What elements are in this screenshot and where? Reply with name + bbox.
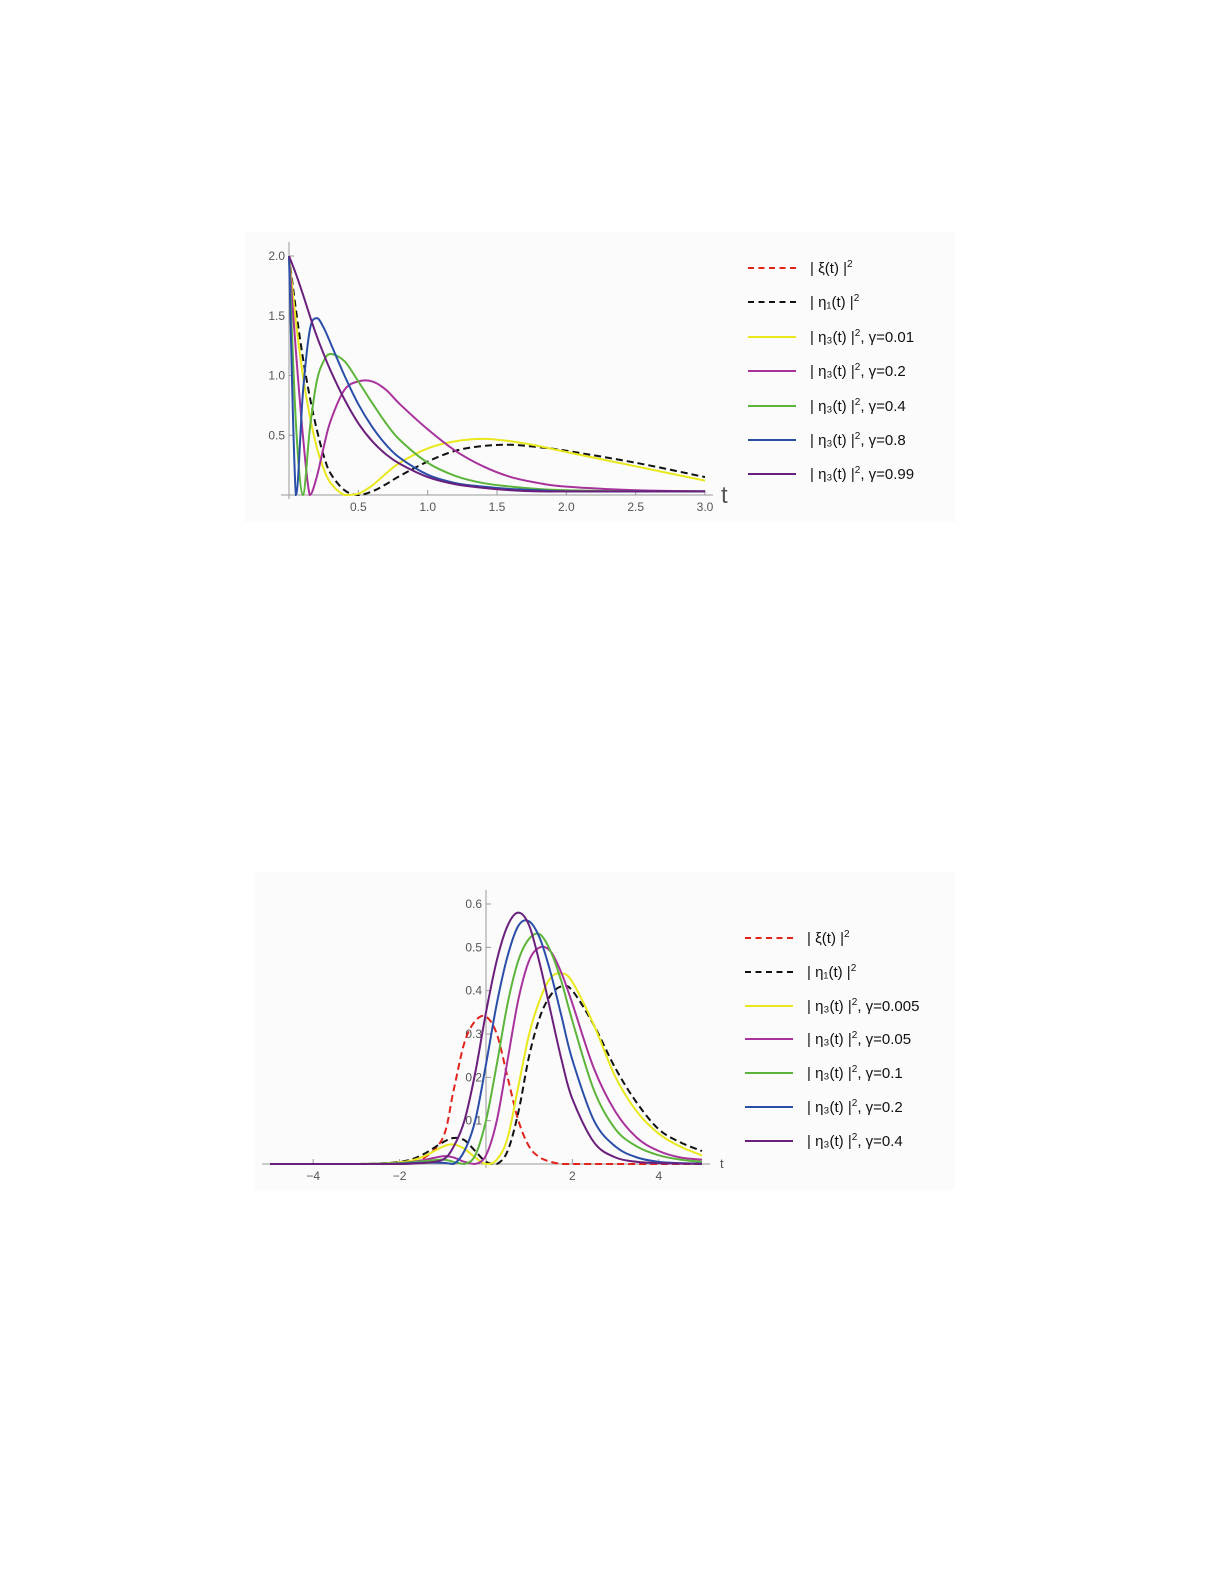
legend-item: | η₃(t) |2, γ=0.2 [745,1097,903,1117]
y-tick-label: 0.5 [268,428,285,442]
legend-item: | η₃(t) |2, γ=0.1 [745,1063,903,1083]
legend-swatch-yellow [745,1005,793,1007]
x-tick-label: 2.0 [558,500,575,514]
series-line [269,984,703,1166]
figure-1-panel [245,232,955,522]
legend-swatch-green [748,405,796,407]
x-axis-label: t [721,482,728,509]
y-tick-label: 2.0 [268,249,285,263]
series-line [288,255,706,497]
legend-swatch-magenta [745,1038,793,1040]
x-tick-label: −4 [306,1169,320,1183]
x-tick-label: 1.5 [489,500,506,514]
legend-item: | ξ(t) |2 [748,258,853,278]
x-tick-label: 1.0 [419,500,436,514]
legend-swatch-black-dashed [748,301,796,303]
legend-item: | η₃(t) |2, γ=0.05 [745,1029,911,1049]
legend-item: | η₁(t) |2 [745,962,856,982]
legend-item: | η₃(t) |2, γ=0.4 [748,396,906,416]
legend-swatch-blue [748,439,796,441]
legend-item: | η₃(t) |2, γ=0.8 [748,430,906,450]
series-line [288,255,705,497]
series-line [269,932,703,1166]
x-tick-label: 4 [655,1169,662,1183]
legend-swatch-black-dashed [745,971,793,973]
legend-swatch-red-dashed [745,937,793,939]
x-tick-label: 2.5 [627,500,644,514]
legend-item: | η₃(t) |2, γ=0.005 [745,996,919,1016]
legend-swatch-red-dashed [748,267,796,269]
x-axis-label: t [720,1156,724,1171]
legend-swatch-magenta [748,370,796,372]
legend-swatch-yellow [748,336,796,338]
y-tick-label: 0.6 [465,897,482,911]
y-tick-label: 1.0 [268,369,285,383]
series-line [288,255,706,497]
legend-swatch-purple [745,1140,793,1142]
y-tick-label: 0.1 [465,1114,482,1128]
x-tick-label: 2 [569,1169,576,1183]
legend-item: | ξ(t) |2 [745,928,850,948]
legend-swatch-green [745,1072,793,1074]
series-line [288,255,706,497]
legend-item: | η₃(t) |2, γ=0.2 [748,361,906,381]
legend-item: | η₃(t) |2, γ=0.01 [748,327,914,347]
x-tick-label: 3.0 [697,500,714,514]
legend-item: | η₃(t) |2, γ=0.99 [748,464,914,484]
series-line [269,945,703,1166]
series-line [269,972,703,1166]
series-line [269,911,703,1166]
y-tick-label: 0.4 [465,984,482,998]
y-tick-label: 1.5 [268,309,285,323]
series-line [288,255,705,493]
legend-item: | η₁(t) |2 [748,292,859,312]
series-line [288,255,706,497]
legend-swatch-blue [745,1106,793,1108]
legend-swatch-purple [748,473,796,475]
y-tick-label: 0.3 [465,1027,482,1041]
x-tick-label: −2 [393,1169,407,1183]
y-tick-label: 0.5 [465,940,482,954]
legend-item: | η₃(t) |2, γ=0.4 [745,1131,903,1151]
x-tick-label: 0.5 [350,500,367,514]
